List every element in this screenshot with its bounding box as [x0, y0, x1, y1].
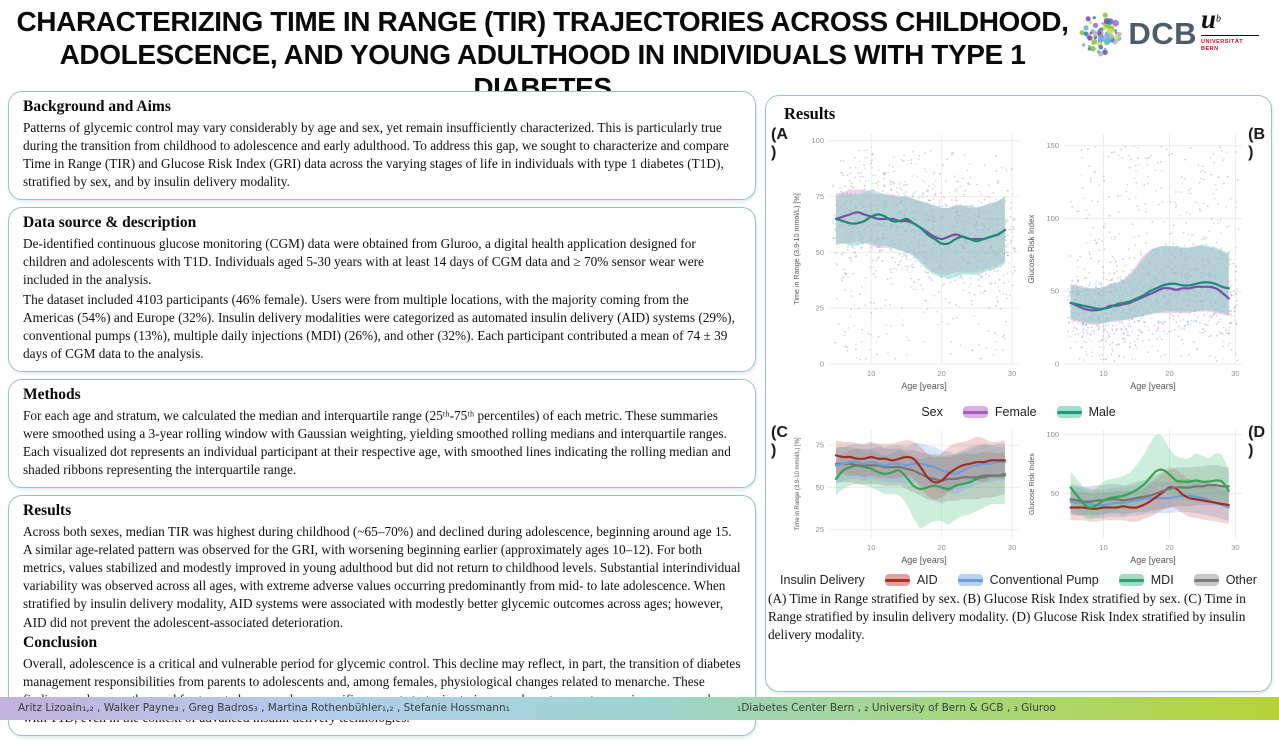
- affiliations: ₁Diabetes Center Bern , ₂ University of …: [737, 702, 1056, 714]
- unibe-wordmark: ub: [1201, 4, 1222, 34]
- section-body: For each age and stratum, we calculated …: [23, 407, 731, 478]
- poster-footer: Aritz Lizoain₁,₂ , Walker Payne₃ , Greg …: [0, 697, 1279, 720]
- svg-text:150: 150: [1047, 141, 1060, 150]
- legend-sex: Sex Female Male: [768, 405, 1269, 419]
- section-heading: Results: [23, 502, 72, 520]
- legend-label: AID: [916, 573, 938, 587]
- panel-label-d: (D ): [1248, 424, 1266, 459]
- dcb-globe-icon: [1079, 12, 1122, 57]
- svg-text:25: 25: [815, 525, 823, 534]
- legend-label: Conventional Pump: [989, 573, 1099, 587]
- svg-text:75: 75: [815, 192, 823, 201]
- legend-item-conventional-pump: Conventional Pump: [957, 573, 1099, 587]
- section-heading: Conclusion: [23, 633, 98, 651]
- chart-row-by-delivery: (C ) 25 50 75 10 20 30 Age [years] Time in Rang…: [768, 422, 1269, 572]
- authors: Aritz Lizoain₁,₂ , Walker Payne₃ , Greg …: [18, 702, 510, 714]
- legend-label: Female: [994, 405, 1037, 419]
- svg-text:Age [years]: Age [years]: [1131, 555, 1177, 565]
- poster-root: CHARACTERIZING TIME IN RANGE (TIR) TRAJE…: [0, 4, 1279, 736]
- panel-label-c: (C ): [771, 424, 788, 459]
- svg-text:100: 100: [811, 136, 824, 145]
- legend-swatch-icon: [962, 406, 988, 418]
- svg-text:10: 10: [1100, 543, 1108, 552]
- chart-tir-by-delivery: 25 50 75 10 20 30 Age [years] Time in Range (3.…: [795, 430, 1019, 565]
- svg-text:20: 20: [937, 369, 945, 378]
- section-results-conclusion: Results Across both sexes, median TIR wa…: [8, 495, 756, 736]
- unibe-rule: [1201, 35, 1259, 36]
- svg-text:50: 50: [1051, 489, 1059, 498]
- legend-title: Insulin Delivery: [780, 573, 865, 587]
- svg-text:30: 30: [1008, 543, 1016, 552]
- left-column: Background and Aims Patterns of glycemic…: [8, 91, 756, 743]
- section-heading: Methods: [23, 385, 81, 403]
- legend-swatch-icon: [1118, 574, 1144, 586]
- section-heading: Data source & description: [23, 214, 197, 232]
- legend-title: Sex: [921, 405, 943, 419]
- svg-text:50: 50: [815, 248, 823, 257]
- svg-text:Age [years]: Age [years]: [1131, 381, 1177, 391]
- svg-text:Glucose Risk Index: Glucose Risk Index: [1027, 215, 1036, 284]
- legend-swatch-icon: [1056, 406, 1082, 418]
- svg-text:30: 30: [1008, 369, 1016, 378]
- unibe-logo: ub UNIVERSITÄT BERN: [1201, 4, 1265, 54]
- svg-text:10: 10: [867, 369, 875, 378]
- svg-text:Age [years]: Age [years]: [901, 381, 947, 391]
- figure-caption: (A) Time in Range stratified by sex. (B)…: [768, 591, 1246, 643]
- svg-text:50: 50: [1051, 287, 1059, 296]
- svg-text:Glucose Risk Index: Glucose Risk Index: [1027, 453, 1036, 515]
- legend-item-female: Female: [962, 405, 1037, 419]
- svg-text:10: 10: [1100, 369, 1108, 378]
- legend-item-male: Male: [1056, 405, 1116, 419]
- unibe-caption: UNIVERSITÄT BERN: [1201, 39, 1244, 53]
- svg-text:25: 25: [815, 304, 823, 313]
- figure-panel-heading: Results: [784, 104, 836, 123]
- legend-insulin-delivery: Insulin Delivery AID Conventional Pump MDI O…: [768, 573, 1269, 587]
- panel-label-b: (B ): [1248, 126, 1266, 161]
- svg-text:100: 100: [1047, 430, 1060, 439]
- legend-item-aid: AID: [884, 573, 938, 587]
- svg-text:30: 30: [1232, 369, 1240, 378]
- legend-item-other: Other: [1193, 573, 1257, 587]
- section-body: Across both sexes, median TIR was highes…: [23, 524, 741, 630]
- svg-text:0: 0: [820, 360, 824, 369]
- legend-label: MDI: [1150, 573, 1174, 587]
- section-body: Patterns of glycemic control may vary co…: [23, 120, 729, 190]
- legend-swatch-icon: [957, 574, 983, 586]
- svg-text:Age [years]: Age [years]: [901, 555, 947, 565]
- legend-label: Other: [1225, 573, 1257, 587]
- legend-label: Male: [1088, 405, 1116, 419]
- section-heading: Background and Aims: [23, 98, 171, 115]
- chart-tir-by-sex: 0 25 50 75 100 10 20 30 Age [years] Time in Range…: [792, 134, 1019, 391]
- section-data-source: Data source & description De-identified …: [8, 207, 756, 372]
- section-background-and-aims: Background and Aims Patterns of glycemic…: [8, 91, 756, 201]
- legend-swatch-icon: [1193, 574, 1219, 586]
- section-methods: Methods For each age and stratum, we cal…: [8, 378, 756, 489]
- section-body: The dataset included 4103 participants (…: [23, 291, 735, 361]
- svg-text:Time in Range (3.9-10 mmol/L): Time in Range (3.9-10 mmol/L) [%]: [792, 193, 801, 305]
- chart-gri-by-sex: 0 50 100 150 10 20 30 Age [years] Glucose Risk I…: [1027, 134, 1243, 391]
- svg-text:30: 30: [1232, 543, 1240, 552]
- svg-text:75: 75: [815, 441, 823, 450]
- title-line-1: CHARACTERIZING TIME IN RANGE (TIR) TRAJE…: [16, 6, 1069, 37]
- chart-row-by-sex: (A ) 0 25 50 75 100 10 20 30 Age [years] Time in …: [768, 124, 1269, 404]
- svg-text:20: 20: [1166, 369, 1174, 378]
- results-figure-panel: Results (A ) 0 25 50 75 100 10 20 30 Age [years]…: [765, 95, 1272, 692]
- section-body: De-identified continuous glucose monitor…: [23, 236, 704, 288]
- svg-text:Time in Range (3.9-10 mmol/L): Time in Range (3.9-10 mmol/L) [%]: [795, 437, 801, 530]
- svg-text:50: 50: [815, 483, 823, 492]
- legend-swatch-icon: [884, 574, 910, 586]
- legend-item-mdi: MDI: [1118, 573, 1174, 587]
- chart-gri-by-delivery: 50 100 10 20 30 Age [years] Glucose Risk Index: [1027, 430, 1243, 565]
- title-line-2: ADOLESCENCE, AND YOUNG ADULTHOOD IN INDI…: [59, 39, 1026, 104]
- svg-text:20: 20: [937, 543, 945, 552]
- dcb-logo-text: DCB: [1128, 16, 1197, 51]
- panel-label-a: (A ): [771, 126, 788, 161]
- svg-text:10: 10: [867, 543, 875, 552]
- svg-text:0: 0: [1055, 360, 1059, 369]
- svg-text:20: 20: [1166, 543, 1174, 552]
- dcb-logo: DCB: [1075, 8, 1197, 60]
- svg-text:100: 100: [1047, 214, 1060, 223]
- poster-title: CHARACTERIZING TIME IN RANGE (TIR) TRAJE…: [0, 5, 1085, 104]
